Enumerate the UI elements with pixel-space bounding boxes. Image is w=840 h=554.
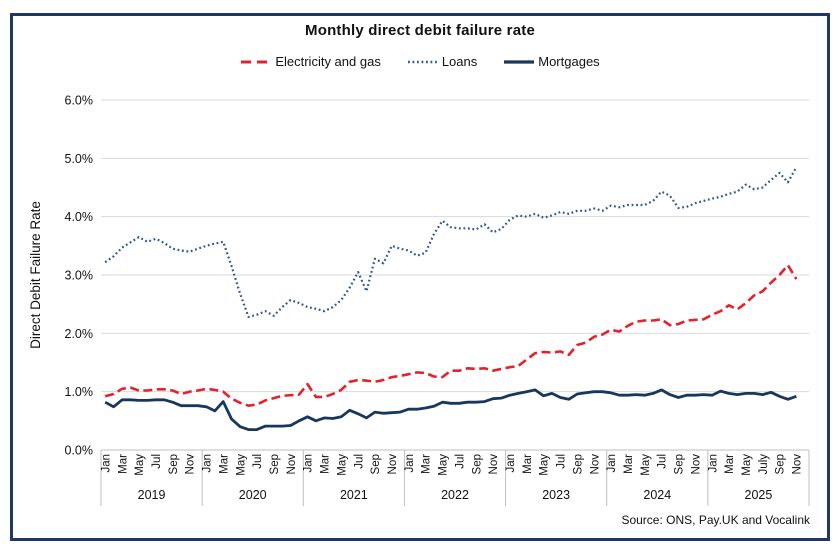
x-month-label: Jul — [353, 454, 365, 469]
y-tick-label: 5.0% — [65, 152, 94, 166]
x-year-label: 2019 — [138, 488, 166, 502]
dotted-line-swatch-icon — [407, 60, 438, 63]
source-note: Source: ONS, Pay.UK and Vocalink — [621, 513, 810, 527]
legend-label: Mortgages — [538, 54, 600, 69]
x-month-label: Nov — [185, 454, 197, 475]
legend-label: Electricity and gas — [275, 54, 381, 69]
x-month-label: Mar — [320, 454, 332, 474]
chart-legend: Electricity and gas Loans Mortgages — [0, 54, 840, 69]
y-axis-title: Direct Debit Failure Rate — [28, 201, 43, 349]
x-month-label: May — [640, 454, 652, 476]
x-month-label: Jan — [707, 454, 719, 473]
dashed-line-swatch-icon — [241, 60, 272, 63]
x-month-label: May — [741, 454, 753, 476]
x-month-label: Jul — [151, 454, 163, 469]
x-month-label: Nov — [690, 454, 702, 475]
x-month-label: Jan — [202, 454, 214, 473]
x-month-label: Jul — [556, 454, 568, 469]
x-month-label: July — [758, 454, 770, 475]
chart-title: Monthly direct debit failure rate — [305, 22, 535, 39]
x-month-label: May — [336, 454, 348, 476]
x-month-label: Jul — [657, 454, 669, 469]
series-line-electricity-and-gas — [104, 263, 798, 408]
x-month-label: Sep — [168, 454, 180, 474]
x-month-label: Mar — [522, 454, 534, 474]
legend-label: Loans — [441, 54, 478, 69]
x-month-label: Mar — [117, 454, 129, 474]
solid-line-swatch-icon — [504, 59, 535, 64]
x-year-label: 2023 — [542, 488, 570, 502]
x-month-label: Nov — [792, 454, 804, 475]
series-line-mortgages — [104, 388, 797, 432]
legend-item-electricity-and-gas: Electricity and gas — [240, 54, 381, 69]
y-tick-label: 0.0% — [65, 444, 94, 458]
legend-item-loans: Loans — [407, 54, 477, 69]
series-line-loans — [104, 166, 798, 319]
x-month-label: May — [235, 454, 247, 476]
x-month-label: May — [438, 454, 450, 476]
x-month-label: May — [134, 454, 146, 476]
x-month-label: Nov — [589, 454, 601, 475]
y-tick-label: 6.0% — [65, 94, 94, 108]
x-month-label: Nov — [488, 454, 500, 475]
x-month-label: Jan — [606, 454, 618, 473]
x-month-label: Mar — [724, 454, 736, 474]
x-month-label: Sep — [572, 454, 584, 474]
x-month-label: Sep — [775, 454, 787, 474]
y-tick-label: 3.0% — [65, 269, 94, 283]
x-month-label: Jul — [252, 454, 264, 469]
x-month-label: Sep — [370, 454, 382, 474]
x-month-label: Jan — [100, 454, 112, 473]
x-month-label: May — [539, 454, 551, 476]
x-month-label: Jan — [404, 454, 416, 473]
x-month-label: Jul — [454, 454, 466, 469]
legend-item-mortgages: Mortgages — [503, 54, 600, 69]
x-month-label: Sep — [471, 454, 483, 474]
x-month-label: Nov — [286, 454, 298, 475]
x-year-label: 2020 — [239, 488, 267, 502]
x-month-label: Nov — [387, 454, 399, 475]
x-month-label: Mar — [421, 454, 433, 474]
chart-border-frame — [10, 13, 830, 541]
x-month-label: Jan — [505, 454, 517, 473]
y-tick-label: 1.0% — [65, 385, 94, 399]
x-year-label: 2021 — [340, 488, 368, 502]
y-tick-label: 4.0% — [65, 210, 94, 224]
x-month-label: Sep — [674, 454, 686, 474]
x-month-label: Mar — [218, 454, 230, 474]
x-month-label: Sep — [269, 454, 281, 474]
x-month-label: Jan — [303, 454, 315, 473]
y-tick-label: 2.0% — [65, 327, 94, 341]
x-month-label: Mar — [623, 454, 635, 474]
x-year-label: 2022 — [441, 488, 469, 502]
x-year-label: 2025 — [745, 488, 773, 502]
x-year-label: 2024 — [643, 488, 671, 502]
